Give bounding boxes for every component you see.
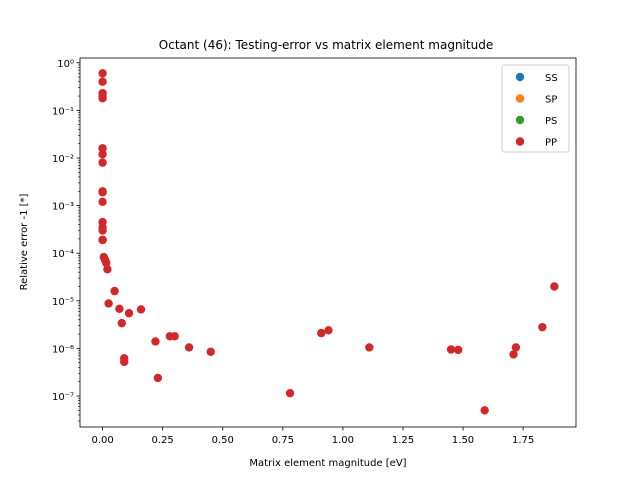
data-point [98, 77, 107, 86]
y-tick-label: 10⁻³ [52, 202, 74, 213]
x-tick-label: 1.25 [392, 435, 414, 446]
data-point [115, 304, 124, 313]
data-point [151, 337, 160, 346]
data-point [120, 357, 129, 367]
data-point [103, 265, 112, 274]
data-point [206, 347, 215, 356]
data-point [101, 258, 111, 267]
legend-label-ps: PS [545, 116, 557, 127]
data-point [136, 305, 146, 314]
data-point [153, 373, 163, 383]
y-tick-label: 10⁻⁵ [52, 297, 74, 308]
chart-title: Octant (46): Testing-error vs matrix ele… [159, 38, 493, 52]
x-axis: 0.00 0.25 0.50 0.75 1.00 1.25 1.50 1.75 [91, 427, 534, 446]
y-tick-label: 10⁻⁶ [52, 344, 74, 355]
legend-marker-sp [515, 94, 525, 103]
legend: SS SP PS PP [501, 64, 570, 153]
data-point [317, 328, 326, 338]
y-tick-label: 10⁻² [52, 154, 74, 165]
data-point [98, 150, 107, 159]
legend-label-sp: SP [545, 95, 557, 106]
data-point [446, 345, 456, 354]
legend-marker-ps [515, 115, 525, 125]
y-axis: 10⁻⁷ 10⁻⁶ 10⁻⁵ 10⁻⁴ 10⁻³ 10⁻² 10⁻¹ 10⁰ [52, 59, 80, 422]
data-point [117, 318, 127, 328]
data-point [550, 282, 559, 291]
x-tick-label: 1.75 [512, 435, 534, 446]
data-point [285, 388, 295, 398]
y-tick-label: 10⁻¹ [52, 106, 74, 117]
data-point [324, 326, 333, 335]
data-point [110, 286, 119, 296]
data-point [184, 343, 194, 352]
data-point [98, 188, 107, 197]
data-point [98, 94, 107, 103]
y-tick-label: 10⁻⁷ [52, 392, 74, 403]
data-point [98, 235, 107, 245]
plot-frame [79, 57, 577, 428]
legend-marker-ss [515, 72, 525, 82]
legend-label-ss: SS [545, 73, 558, 84]
legend-label-pp: PP [545, 138, 557, 149]
y-tick-label: 10⁰ [57, 59, 74, 70]
data-point [104, 299, 113, 308]
x-tick-label: 1.00 [332, 435, 354, 446]
data-point [538, 322, 547, 332]
data-point [511, 343, 521, 352]
data-point [98, 158, 107, 167]
x-tick-label: 1.50 [452, 435, 474, 446]
x-tick-label: 0.25 [152, 435, 174, 446]
x-tick-label: 0.75 [272, 435, 294, 446]
data-point [454, 345, 463, 355]
y-tick-label: 10⁻⁴ [52, 249, 74, 260]
legend-marker-pp [515, 137, 525, 146]
x-axis-label: Matrix element magnitude [eV] [249, 458, 406, 469]
y-axis-label: Relative error -1 [*] [19, 193, 30, 290]
data-point [124, 308, 134, 318]
plot-area [79, 57, 577, 428]
data-point [365, 343, 374, 352]
data-point [509, 350, 518, 359]
data-point [480, 406, 489, 415]
data-point [98, 144, 107, 153]
data-point [170, 332, 179, 341]
x-tick-label: 0.00 [91, 435, 113, 446]
legend-box [501, 64, 570, 153]
x-tick-label: 0.50 [212, 435, 234, 446]
series-pp [98, 69, 559, 415]
data-point [98, 69, 107, 78]
data-point [98, 226, 107, 235]
data-point [98, 197, 107, 207]
